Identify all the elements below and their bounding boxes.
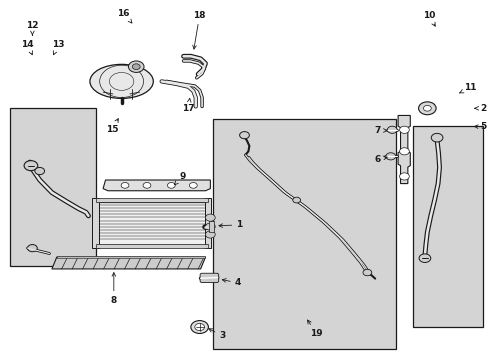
Polygon shape xyxy=(52,257,205,269)
Text: 11: 11 xyxy=(459,83,476,93)
Circle shape xyxy=(239,132,249,139)
Circle shape xyxy=(205,223,215,230)
Text: 8: 8 xyxy=(110,273,117,305)
Bar xyxy=(412,126,483,327)
Polygon shape xyxy=(204,198,211,248)
Bar xyxy=(96,198,207,202)
Text: 14: 14 xyxy=(21,40,34,55)
Circle shape xyxy=(399,126,408,134)
Bar xyxy=(57,256,205,258)
Text: 5: 5 xyxy=(473,122,486,131)
Bar xyxy=(10,108,96,266)
Circle shape xyxy=(418,102,435,115)
Circle shape xyxy=(143,183,151,188)
Text: 12: 12 xyxy=(26,21,39,35)
Circle shape xyxy=(292,197,300,203)
Text: 10: 10 xyxy=(422,10,434,26)
Text: 9: 9 xyxy=(174,172,185,185)
Circle shape xyxy=(24,161,38,171)
Circle shape xyxy=(385,153,395,160)
Polygon shape xyxy=(92,198,99,248)
Text: 15: 15 xyxy=(105,119,118,134)
Circle shape xyxy=(362,269,371,276)
Circle shape xyxy=(121,183,129,188)
Circle shape xyxy=(190,320,208,333)
Text: 17: 17 xyxy=(182,98,194,113)
Ellipse shape xyxy=(90,64,153,98)
Circle shape xyxy=(189,183,197,188)
Circle shape xyxy=(128,61,144,72)
Polygon shape xyxy=(397,116,409,184)
Circle shape xyxy=(132,64,140,69)
Text: 19: 19 xyxy=(307,320,322,338)
Circle shape xyxy=(205,214,215,221)
Circle shape xyxy=(27,244,37,252)
Text: 7: 7 xyxy=(374,126,386,135)
Polygon shape xyxy=(96,202,207,244)
Circle shape xyxy=(399,173,408,180)
Circle shape xyxy=(423,105,430,111)
FancyBboxPatch shape xyxy=(200,273,218,283)
Circle shape xyxy=(167,183,175,188)
Text: 13: 13 xyxy=(52,40,64,55)
Bar xyxy=(212,119,395,348)
Bar xyxy=(96,244,207,248)
Circle shape xyxy=(194,323,204,330)
Circle shape xyxy=(399,148,408,155)
Text: 6: 6 xyxy=(374,155,386,164)
Text: 4: 4 xyxy=(222,278,241,287)
Circle shape xyxy=(386,126,396,134)
Text: 3: 3 xyxy=(208,329,225,341)
Text: 18: 18 xyxy=(192,10,205,49)
Circle shape xyxy=(205,231,215,238)
Text: 16: 16 xyxy=(117,9,132,23)
Bar xyxy=(209,221,214,232)
Polygon shape xyxy=(103,180,210,191)
Text: 2: 2 xyxy=(474,104,486,113)
Text: 1: 1 xyxy=(219,220,242,229)
Circle shape xyxy=(418,254,430,262)
Circle shape xyxy=(35,167,44,175)
Circle shape xyxy=(430,134,442,142)
